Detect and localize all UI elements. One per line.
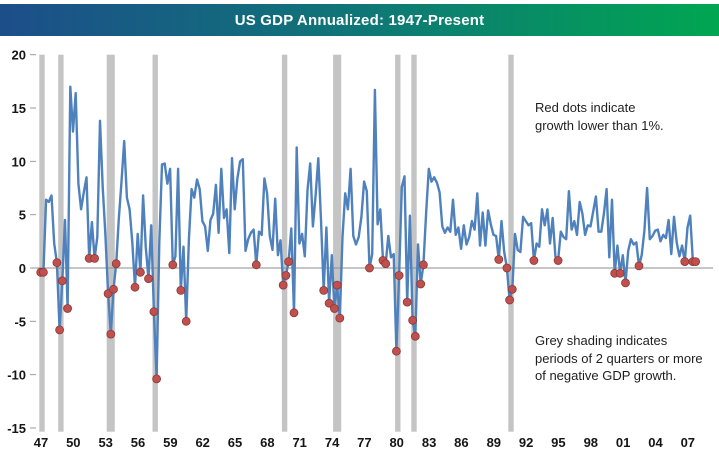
x-axis-tick-label: 89	[487, 435, 501, 450]
red-dot	[181, 316, 191, 326]
grey-shading-note: Grey shading indicates periods of 2 quar…	[535, 332, 703, 385]
red-dot	[90, 253, 99, 263]
red-dot	[130, 282, 140, 292]
x-axis-tick-label: 71	[292, 435, 306, 450]
x-axis-tick-label: 47	[34, 435, 48, 450]
y-axis-tick-label: 0	[19, 261, 26, 276]
x-axis-tick-label: 59	[163, 435, 177, 450]
red-dot	[494, 255, 504, 264]
red-dot	[109, 284, 118, 294]
red-dots-note-line-2: growth lower than 1%.	[535, 117, 664, 133]
x-axis-tick-label: 68	[260, 435, 274, 450]
x-axis-tick-label: 77	[357, 435, 371, 450]
red-dot	[634, 261, 644, 271]
grey-shading-note-line-2: periods of 2 quarters or more	[535, 350, 703, 366]
red-dot	[332, 280, 342, 290]
red-dot	[507, 284, 517, 294]
recession-band	[395, 54, 401, 432]
chart-title: US GDP Annualized: 1947-Present	[234, 11, 485, 29]
red-dot	[135, 267, 145, 277]
red-dot	[365, 263, 374, 273]
y-axis-tick-label: 5	[19, 208, 26, 223]
red-dot	[391, 346, 401, 356]
red-dot	[329, 304, 339, 313]
y-axis-tick-label: -10	[7, 368, 26, 383]
x-axis-tick-label: 04	[648, 435, 663, 450]
x-axis-tick-label: 65	[228, 435, 242, 450]
red-dot	[106, 329, 116, 339]
x-axis-tick-label: 98	[584, 435, 598, 450]
red-dot	[251, 260, 261, 270]
y-axis-tick-label: 10	[12, 154, 26, 169]
red-dot	[553, 256, 563, 265]
gdp-line	[39, 85, 697, 381]
x-axis-tick-label: 01	[616, 435, 630, 450]
red-dot	[284, 257, 294, 267]
red-dot	[394, 271, 404, 280]
recession-band	[106, 54, 115, 432]
red-dot	[55, 325, 64, 335]
red-dot	[505, 295, 515, 305]
red-dot	[289, 308, 299, 318]
red-dot	[410, 331, 420, 341]
red-dot	[149, 307, 159, 317]
red-dot	[615, 268, 625, 278]
red-dot	[63, 304, 72, 313]
red-dots-note-line-1: Red dots indicate	[535, 100, 636, 115]
red-dot	[39, 267, 48, 277]
y-axis-tick-label: 20	[12, 48, 26, 63]
red-dot	[111, 259, 121, 269]
y-axis-tick-label: 15	[12, 101, 26, 116]
red-dot	[152, 374, 162, 384]
red-dot	[278, 280, 288, 290]
x-axis-tick-label: 74	[325, 435, 340, 450]
red-dots-note: Red dots indicate growth lower than 1%.	[535, 99, 664, 134]
grey-shading-note-line-3: of negative GDP growth.	[535, 368, 677, 383]
recession-band	[508, 54, 514, 432]
recession-band	[411, 54, 417, 432]
x-axis-tick-label: 62	[195, 435, 209, 450]
x-axis-tick-label: 07	[681, 435, 695, 450]
recession-band	[333, 54, 342, 432]
red-dot	[57, 276, 67, 286]
red-dot	[502, 263, 512, 273]
x-axis-tick-label: 86	[454, 435, 468, 450]
red-dot	[529, 256, 539, 265]
red-dot	[168, 260, 178, 270]
red-dot	[324, 298, 334, 308]
recession-band	[152, 54, 158, 432]
red-dot	[680, 257, 690, 267]
red-dot	[621, 278, 630, 288]
x-axis-tick-label: 83	[422, 435, 436, 450]
x-axis-tick-label: 92	[519, 435, 533, 450]
red-dot	[176, 285, 186, 295]
red-dot	[281, 271, 291, 280]
x-axis-tick-label: 95	[551, 435, 565, 450]
x-axis-tick-label: 50	[66, 435, 80, 450]
red-dot	[418, 260, 428, 270]
x-axis-tick-label: 80	[389, 435, 403, 450]
red-dot	[402, 297, 412, 307]
red-dot	[408, 315, 418, 325]
red-dot	[691, 257, 700, 267]
red-dot	[416, 279, 426, 289]
title-bar: US GDP Annualized: 1947-Present	[0, 4, 719, 36]
red-dot	[144, 274, 153, 284]
grey-shading-note-line-1: Grey shading indicates	[535, 333, 668, 348]
recession-band	[281, 54, 288, 432]
recession-band	[39, 54, 45, 432]
red-dot	[335, 313, 345, 323]
red-dot	[381, 259, 391, 269]
y-axis-tick-label: -15	[7, 421, 26, 436]
x-axis-tick-label: 53	[98, 435, 112, 450]
y-axis-tick-label: -5	[14, 314, 26, 329]
red-dot	[52, 258, 62, 268]
red-dot	[319, 285, 329, 295]
x-axis-tick-label: 56	[131, 435, 145, 450]
recession-band	[58, 54, 64, 432]
